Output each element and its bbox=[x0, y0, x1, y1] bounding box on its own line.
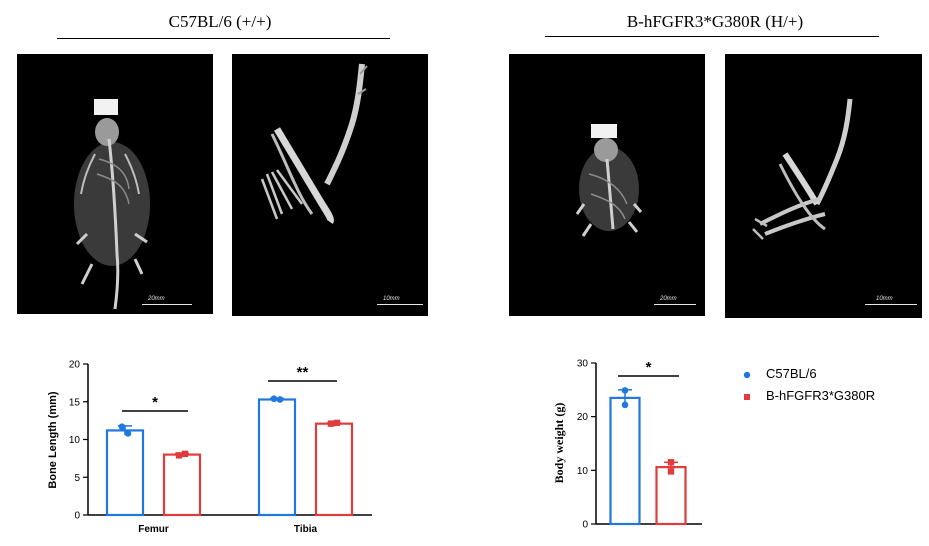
scale-bar bbox=[142, 304, 192, 305]
group-title-mutant: B-hFGFR3*G380R (H/+) bbox=[626, 12, 804, 31]
skeleton-limb-icon bbox=[260, 63, 368, 224]
skeleton-whole-body-icon bbox=[74, 99, 150, 310]
legend-square-marker-icon bbox=[744, 394, 750, 400]
y-tick-label: 0 bbox=[582, 520, 588, 531]
y-tick-label: 10 bbox=[577, 466, 589, 477]
xray-image-wildtype-limb: 10mm bbox=[232, 54, 428, 316]
scale-label: 20mm bbox=[660, 296, 677, 302]
data-point bbox=[621, 401, 629, 409]
category-label: Tibia bbox=[294, 524, 318, 535]
group-underline-wildtype bbox=[57, 38, 390, 39]
bar bbox=[609, 396, 641, 526]
data-point bbox=[270, 395, 278, 403]
legend-label: B-hFGFR3*G380R bbox=[766, 388, 876, 403]
skeleton-whole-body-icon bbox=[575, 124, 643, 237]
group-underline-mutant bbox=[545, 36, 879, 37]
y-tick-label: 10 bbox=[69, 435, 81, 446]
data-point bbox=[333, 419, 341, 427]
scale-label: 10mm bbox=[383, 296, 400, 302]
bar bbox=[655, 466, 687, 526]
data-point bbox=[118, 423, 126, 430]
scale-label: 20mm bbox=[148, 296, 165, 302]
significance-label: ** bbox=[297, 364, 309, 381]
y-tick-label: 15 bbox=[69, 397, 81, 408]
y-tick-label: 20 bbox=[69, 360, 81, 371]
xray-image-mutant-whole-body: 20mm bbox=[509, 54, 705, 316]
data-point bbox=[327, 420, 335, 427]
group-title-wildtype: C57BL/6 (+/+) bbox=[168, 12, 272, 31]
xray-image-wildtype-whole-body: 20mm bbox=[17, 54, 213, 314]
legend-label: C57BL/6 bbox=[766, 366, 817, 381]
data-point bbox=[621, 387, 629, 394]
significance-label: * bbox=[646, 359, 652, 376]
data-point bbox=[667, 468, 675, 475]
scale-bar bbox=[654, 304, 696, 305]
data-point bbox=[175, 452, 183, 459]
data-point bbox=[181, 450, 189, 458]
y-tick-label: 5 bbox=[74, 473, 80, 484]
category-label: Femur bbox=[138, 524, 169, 535]
y-axis-title: Body weight (g) bbox=[552, 403, 566, 484]
data-point bbox=[276, 396, 284, 403]
xray-image-mutant-limb: 10mm bbox=[725, 54, 922, 318]
y-axis-title: Bone Length (mm) bbox=[47, 391, 59, 488]
skeleton-limb-icon bbox=[752, 98, 853, 240]
scale-bar bbox=[865, 304, 917, 305]
data-point bbox=[124, 430, 132, 437]
legend-circle-marker-icon bbox=[743, 371, 751, 379]
significance-label: * bbox=[152, 394, 158, 411]
y-tick-label: 30 bbox=[577, 359, 589, 370]
y-tick-label: 20 bbox=[577, 412, 589, 423]
scale-label: 10mm bbox=[876, 296, 893, 302]
scale-bar bbox=[377, 304, 423, 305]
y-tick-label: 0 bbox=[74, 511, 80, 522]
data-point bbox=[667, 459, 675, 466]
